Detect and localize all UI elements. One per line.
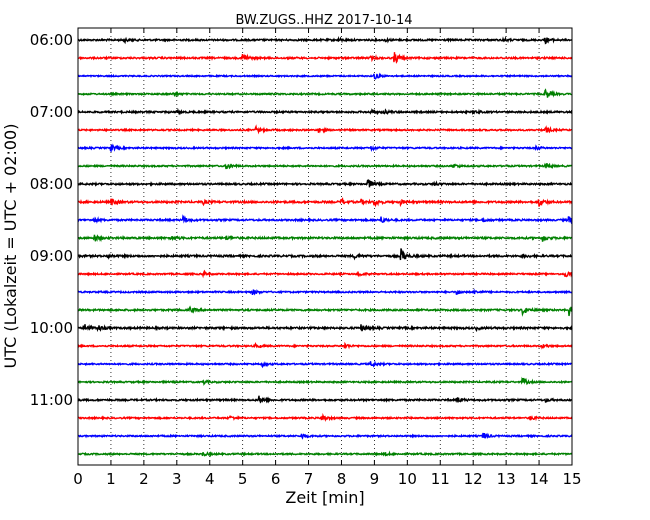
y-axis-label: UTC (Lokalzeit = UTC + 02:00) [1, 124, 20, 369]
trace-line [77, 162, 573, 170]
trace-line [77, 288, 573, 296]
trace-line [77, 234, 573, 243]
x-tick-label: 3 [172, 470, 182, 488]
y-tick-label: 11:00 [30, 391, 73, 409]
trace-line [77, 248, 573, 261]
trace-line [77, 341, 573, 350]
x-ticks: 0 1 2 3 4 5 6 7 8 9 10 11 12 13 14 15 [73, 28, 582, 488]
trace-line [77, 376, 573, 386]
x-tick-label: 9 [370, 470, 380, 488]
y-tick-label: 07:00 [30, 103, 73, 121]
x-tick-label: 1 [106, 470, 116, 488]
chart-title: BW.ZUGS..HHZ 2017-10-14 [235, 13, 412, 28]
trace-line [77, 360, 573, 369]
y-tick-label: 08:00 [30, 175, 73, 193]
trace-line [77, 143, 573, 153]
x-axis-label: Zeit [min] [285, 488, 364, 507]
y-tick-label: 10:00 [30, 319, 73, 337]
x-tick-label: 10 [398, 470, 417, 488]
x-tick-label: 13 [497, 470, 516, 488]
trace-line [77, 324, 573, 333]
x-tick-label: 6 [271, 470, 281, 488]
trace-line [77, 124, 573, 135]
plot-frame [77, 27, 573, 466]
y-ticks: 06:00 07:00 08:00 09:00 10:00 11:00 [30, 31, 572, 409]
trace-line [77, 35, 573, 45]
x-tick-label: 11 [431, 470, 450, 488]
trace-line [77, 88, 573, 98]
trace-line [77, 395, 573, 404]
x-tick-label: 2 [139, 470, 149, 488]
trace-line [77, 450, 573, 458]
traces [77, 35, 573, 458]
trace-line [77, 214, 573, 225]
x-tick-label: 0 [73, 470, 83, 488]
x-tick-label: 5 [238, 470, 248, 488]
grid [110, 28, 540, 465]
x-tick-label: 12 [464, 470, 483, 488]
trace-line [77, 305, 573, 317]
trace-line [77, 72, 573, 80]
trace-line [77, 52, 573, 64]
x-tick-label: 8 [337, 470, 347, 488]
trace-line [77, 412, 573, 422]
x-tick-label: 4 [205, 470, 215, 488]
trace-line [77, 197, 573, 208]
trace-line [77, 432, 573, 440]
x-tick-label: 15 [562, 470, 581, 488]
x-tick-label: 7 [304, 470, 314, 488]
y-tick-label: 06:00 [30, 31, 73, 49]
trace-line [77, 107, 573, 116]
x-tick-label: 14 [530, 470, 549, 488]
y-tick-label: 09:00 [30, 247, 73, 265]
trace-line [77, 178, 573, 188]
trace-line [77, 269, 573, 279]
